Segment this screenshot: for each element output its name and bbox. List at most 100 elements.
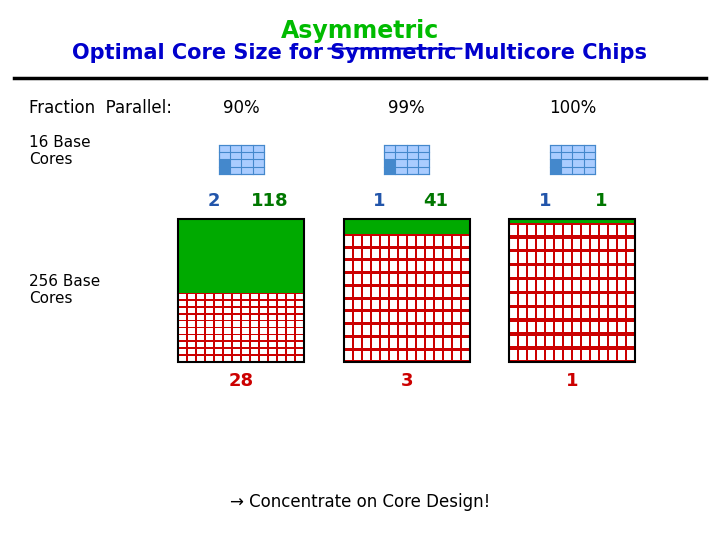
- Bar: [417, 261, 423, 271]
- Text: 90%: 90%: [223, 99, 259, 117]
- Bar: [510, 252, 517, 263]
- Bar: [189, 335, 195, 340]
- Bar: [627, 266, 634, 277]
- Bar: [600, 349, 607, 360]
- Bar: [528, 239, 535, 249]
- Bar: [444, 287, 451, 296]
- Bar: [189, 342, 195, 347]
- Bar: [287, 342, 294, 347]
- Bar: [574, 252, 580, 263]
- Bar: [618, 349, 625, 360]
- Bar: [528, 308, 535, 319]
- Bar: [462, 287, 469, 296]
- Bar: [546, 225, 553, 235]
- Bar: [251, 335, 258, 340]
- Bar: [243, 335, 249, 340]
- Bar: [627, 280, 634, 291]
- Bar: [243, 342, 249, 347]
- Bar: [363, 249, 369, 258]
- Bar: [453, 249, 459, 258]
- Bar: [600, 308, 607, 319]
- Text: → Concentrate on Core Design!: → Concentrate on Core Design!: [230, 493, 490, 511]
- Bar: [197, 349, 204, 354]
- Bar: [363, 274, 369, 284]
- Bar: [453, 236, 459, 246]
- Bar: [372, 249, 379, 258]
- Bar: [519, 252, 526, 263]
- Bar: [179, 335, 186, 340]
- Bar: [261, 328, 267, 334]
- Bar: [207, 335, 213, 340]
- Bar: [574, 308, 580, 319]
- Bar: [345, 350, 351, 360]
- Bar: [609, 266, 616, 277]
- Bar: [399, 350, 405, 360]
- Bar: [426, 261, 433, 271]
- Bar: [510, 219, 636, 362]
- Bar: [618, 225, 625, 235]
- Bar: [564, 225, 571, 235]
- Bar: [399, 236, 405, 246]
- Bar: [600, 266, 607, 277]
- Bar: [618, 308, 625, 319]
- Bar: [233, 301, 240, 306]
- Text: 1: 1: [373, 192, 386, 210]
- Bar: [574, 239, 580, 249]
- Bar: [592, 239, 598, 249]
- Bar: [528, 294, 535, 305]
- Bar: [287, 294, 294, 299]
- Bar: [574, 225, 580, 235]
- Bar: [381, 274, 387, 284]
- Bar: [528, 280, 535, 291]
- Bar: [372, 287, 379, 296]
- Bar: [510, 280, 517, 291]
- Bar: [251, 321, 258, 327]
- Bar: [592, 349, 598, 360]
- Bar: [462, 274, 469, 284]
- Bar: [462, 261, 469, 271]
- Bar: [363, 236, 369, 246]
- Bar: [297, 301, 303, 306]
- Bar: [297, 335, 303, 340]
- Bar: [207, 321, 213, 327]
- Bar: [582, 239, 589, 249]
- Bar: [354, 249, 361, 258]
- Bar: [251, 328, 258, 334]
- Bar: [297, 308, 303, 313]
- Bar: [510, 308, 517, 319]
- Bar: [381, 261, 387, 271]
- Bar: [179, 314, 186, 320]
- Bar: [197, 308, 204, 313]
- Bar: [510, 349, 517, 360]
- Bar: [600, 280, 607, 291]
- Bar: [618, 280, 625, 291]
- Bar: [417, 236, 423, 246]
- Bar: [261, 335, 267, 340]
- Bar: [519, 308, 526, 319]
- Bar: [372, 300, 379, 309]
- Bar: [444, 274, 451, 284]
- Bar: [537, 239, 544, 249]
- Bar: [564, 336, 571, 346]
- Bar: [384, 145, 429, 174]
- Bar: [609, 308, 616, 319]
- Bar: [417, 350, 423, 360]
- Bar: [546, 252, 553, 263]
- Bar: [574, 266, 580, 277]
- Bar: [372, 338, 379, 348]
- Bar: [345, 249, 351, 258]
- Bar: [426, 300, 433, 309]
- Bar: [297, 294, 303, 299]
- Bar: [197, 301, 204, 306]
- Bar: [537, 280, 544, 291]
- Bar: [179, 342, 186, 347]
- Text: 99%: 99%: [389, 99, 425, 117]
- Bar: [189, 356, 195, 361]
- Bar: [582, 322, 589, 333]
- Bar: [345, 261, 351, 271]
- Bar: [537, 322, 544, 333]
- Bar: [219, 159, 230, 166]
- Bar: [399, 261, 405, 271]
- Bar: [510, 322, 517, 333]
- Bar: [345, 338, 351, 348]
